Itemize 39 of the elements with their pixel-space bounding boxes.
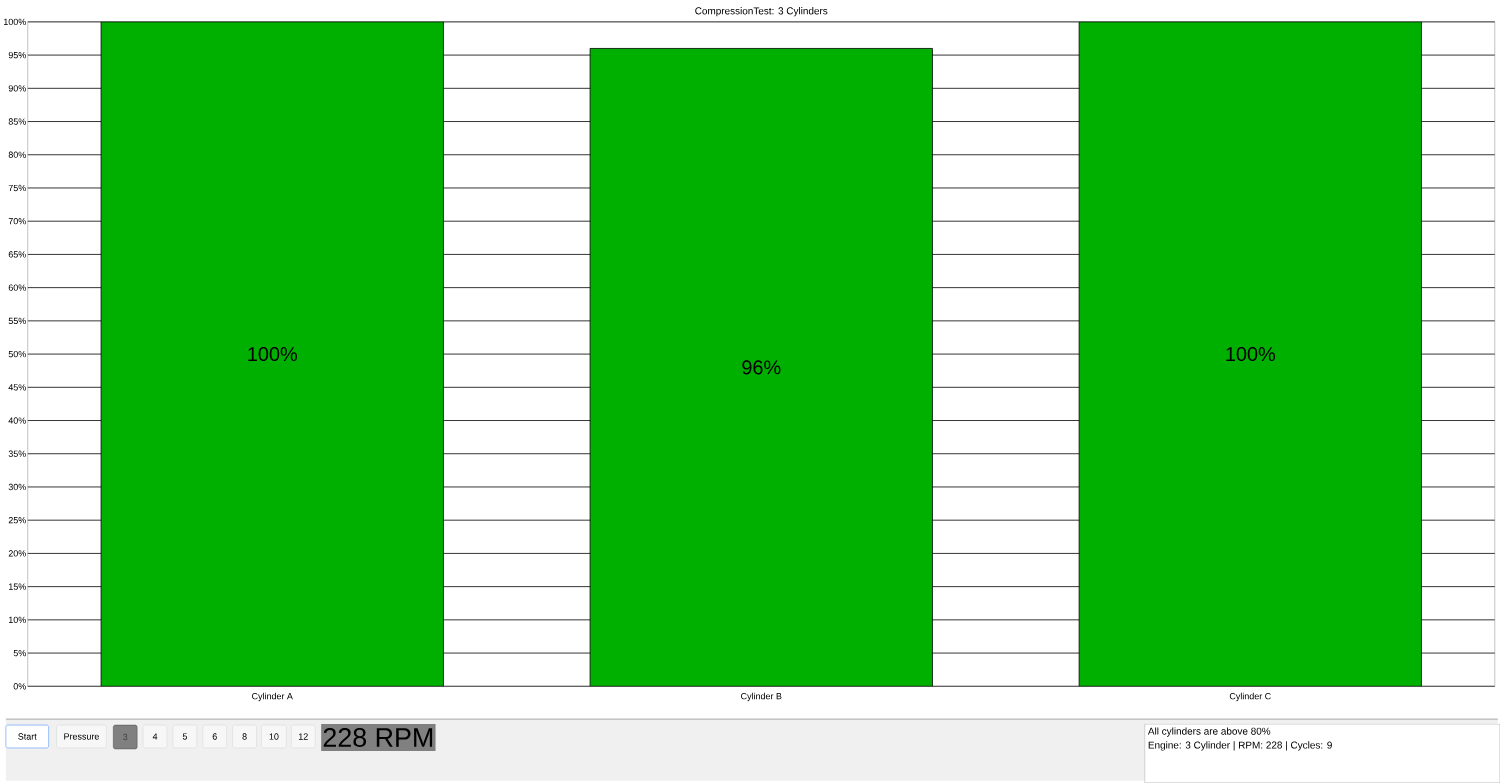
text: 228 RPM bbox=[323, 728, 433, 748]
y-tick-label: 55% bbox=[8, 317, 26, 325]
y-tick-label: 5% bbox=[13, 649, 26, 657]
y-tick-label: 60% bbox=[8, 284, 26, 291]
y-tick-label: 50% bbox=[8, 350, 26, 358]
text: 5 bbox=[182, 733, 188, 740]
chart-title: CompressionTest: 3 Cylinders bbox=[695, 7, 828, 17]
y-tick-label: 35% bbox=[8, 450, 26, 457]
text: 10 bbox=[269, 733, 279, 740]
y-tick-label: 65% bbox=[8, 251, 26, 258]
x-tick-label: Cylinder A bbox=[252, 692, 293, 702]
y-tick-label: 75% bbox=[8, 184, 26, 192]
text: 8 bbox=[242, 733, 247, 740]
text: Engine: 3 Cylinder | RPM: 228 | Cycles: 9 bbox=[1148, 741, 1332, 751]
y-tick-label: 0% bbox=[13, 683, 26, 690]
text: 6 bbox=[212, 733, 217, 740]
y-tick-label: 10% bbox=[8, 616, 26, 624]
y-tick-label: 80% bbox=[8, 151, 26, 158]
y-tick-label: 70% bbox=[8, 218, 26, 225]
text: Pressure bbox=[64, 733, 99, 740]
y-tick-label: 25% bbox=[8, 517, 26, 524]
text: All cylinders are above 80% bbox=[1147, 727, 1271, 737]
y-tick-label: 30% bbox=[8, 483, 26, 491]
text: Start bbox=[18, 733, 37, 740]
data-label: 100% bbox=[1226, 347, 1275, 362]
y-tick-label: 20% bbox=[8, 550, 26, 557]
data-label: 100% bbox=[248, 347, 297, 362]
text: 4 bbox=[152, 733, 158, 740]
text: 12 bbox=[298, 733, 308, 740]
y-tick-label: 15% bbox=[8, 583, 26, 590]
y-tick-label: 85% bbox=[8, 118, 26, 125]
y-tick-label: 100% bbox=[4, 18, 26, 26]
x-tick-label: Cylinder C bbox=[1229, 692, 1271, 702]
y-tick-label: 90% bbox=[8, 85, 26, 92]
y-tick-label: 45% bbox=[8, 384, 26, 391]
data-label: 96% bbox=[742, 360, 781, 375]
x-tick-label: Cylinder B bbox=[741, 692, 782, 702]
y-tick-label: 95% bbox=[8, 51, 26, 59]
y-tick-label: 40% bbox=[8, 417, 26, 424]
